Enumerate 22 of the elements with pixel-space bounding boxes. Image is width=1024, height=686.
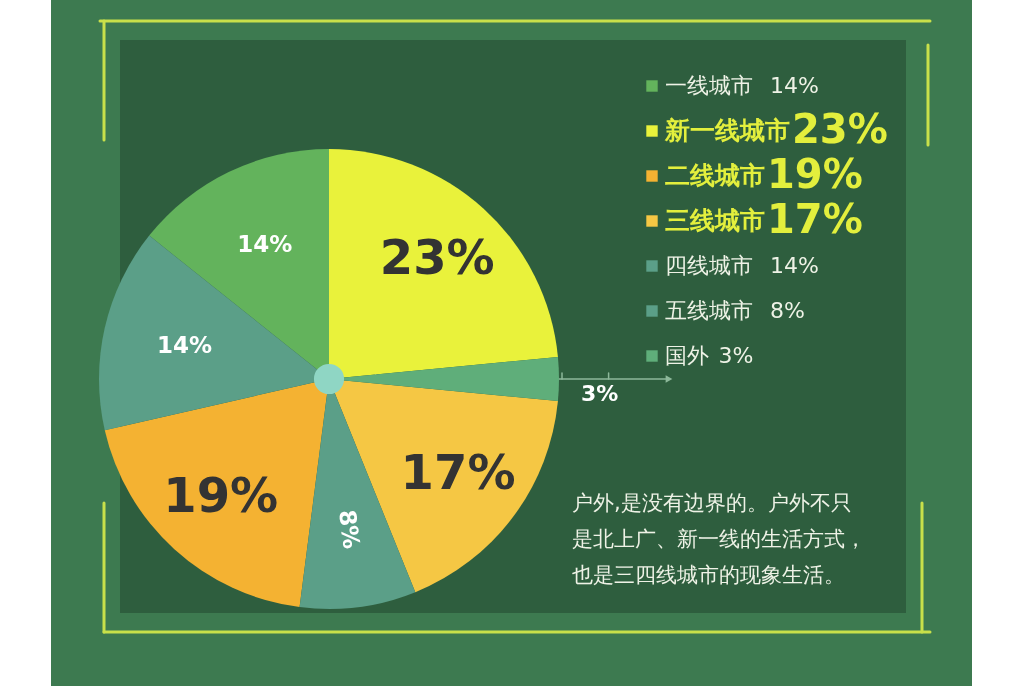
legend-label: 国外 <box>665 343 709 368</box>
data-label: 23% <box>379 228 495 285</box>
data-label: 19% <box>163 467 279 524</box>
legend-label: 五线城市 <box>665 298 753 323</box>
legend-label: 二线城市 <box>665 161 765 190</box>
data-label: 17% <box>400 444 516 501</box>
legend-label: 新一线城市 <box>664 116 790 145</box>
data-label: 14% <box>156 332 213 359</box>
text: 23% <box>792 106 888 152</box>
legend-label: 三线城市 <box>665 206 765 235</box>
text: 14% <box>769 253 819 278</box>
text: 17% <box>767 196 863 242</box>
text: 户外,是没有边界的。户外不只是北上广、新一线的生活方式，也是三四线城市的现象生活。 <box>572 491 866 587</box>
legend-label: 一线城市 <box>665 73 753 98</box>
data-label: 3% <box>581 381 619 406</box>
data-label: 14% <box>237 231 293 258</box>
text: 8% <box>769 298 805 323</box>
legend-label: 四线城市 <box>665 253 753 278</box>
text: 19% <box>767 151 863 197</box>
text: 3% <box>718 343 754 368</box>
text: 14% <box>769 73 819 98</box>
data-label: 8% <box>333 508 365 551</box>
